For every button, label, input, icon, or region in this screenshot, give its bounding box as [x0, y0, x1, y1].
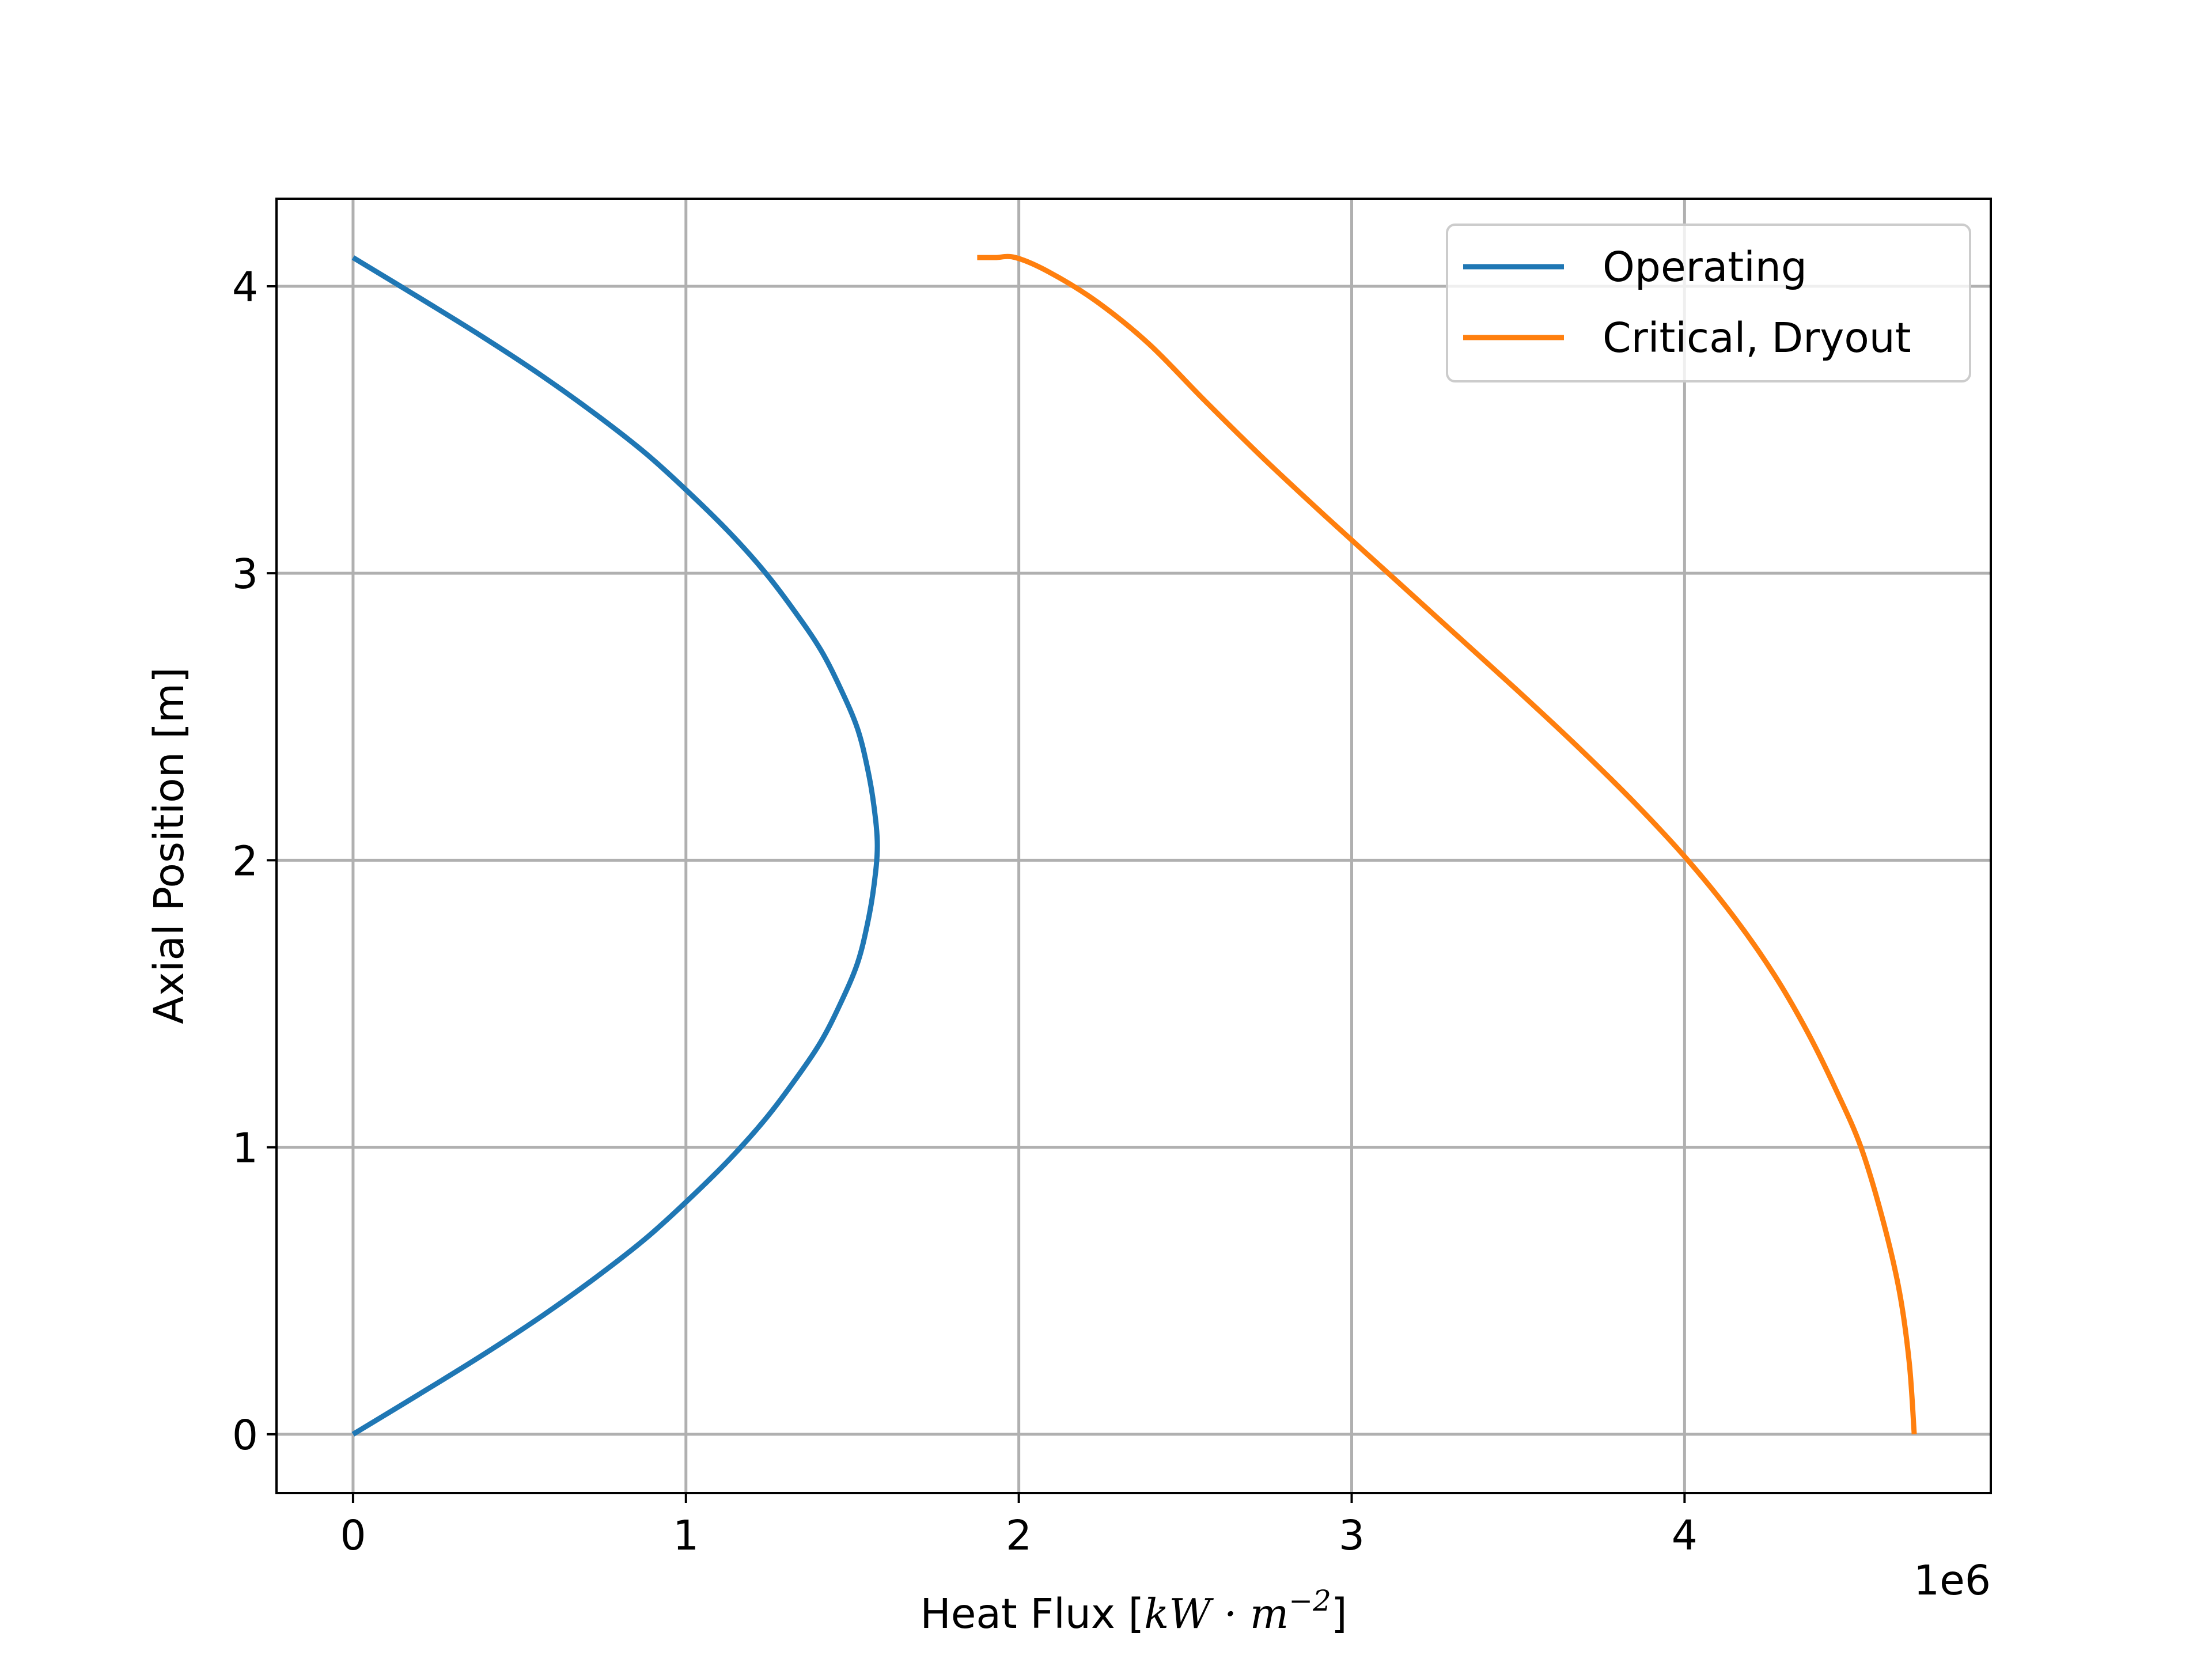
x-axis-label: Heat Flux [kW · m−2]	[920, 1584, 1347, 1638]
y-tick-label: 0	[232, 1411, 258, 1459]
y-tick-label: 2	[232, 837, 258, 885]
legend-box	[1446, 224, 1971, 382]
plot-frame	[275, 198, 1992, 1494]
x-tick-label: 0	[340, 1512, 366, 1559]
y-axis-label: Axial Position [m]	[145, 667, 193, 1024]
legend-label: Critical, Dryout	[1603, 314, 1911, 362]
series-lines	[351, 253, 1917, 1437]
y-tick-label: 4	[232, 263, 258, 311]
series-line-operating	[351, 255, 880, 1437]
x-tick-label: 4	[1672, 1512, 1698, 1559]
legend-label: Operating	[1603, 243, 1807, 291]
y-tick-label: 3	[232, 550, 258, 598]
series-line-critical-dryout	[977, 253, 1917, 1435]
x-tick-label: 3	[1339, 1512, 1365, 1559]
x-tick-label: 2	[1006, 1512, 1032, 1559]
x-tick-label: 1	[673, 1512, 699, 1559]
x-offset-label: 1e6	[1914, 1556, 1991, 1604]
y-tick-label: 1	[232, 1124, 258, 1172]
legend: Operating Critical, Dryout	[1446, 224, 1971, 382]
axis-ticks: 0 1 2 3 4 0 1 2 3 4	[232, 263, 1698, 1559]
